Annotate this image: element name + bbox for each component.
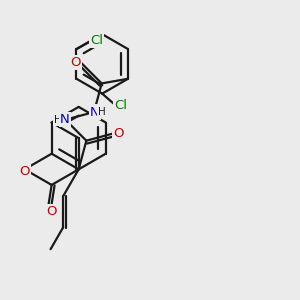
Text: O: O xyxy=(70,56,81,69)
Text: O: O xyxy=(20,165,30,178)
Text: Cl: Cl xyxy=(114,99,127,112)
Text: N: N xyxy=(90,106,100,118)
Text: H: H xyxy=(98,107,105,117)
Text: O: O xyxy=(47,205,57,218)
Text: N: N xyxy=(60,113,70,126)
Text: H: H xyxy=(54,115,62,125)
Text: O: O xyxy=(113,127,124,140)
Text: Cl: Cl xyxy=(90,34,103,46)
